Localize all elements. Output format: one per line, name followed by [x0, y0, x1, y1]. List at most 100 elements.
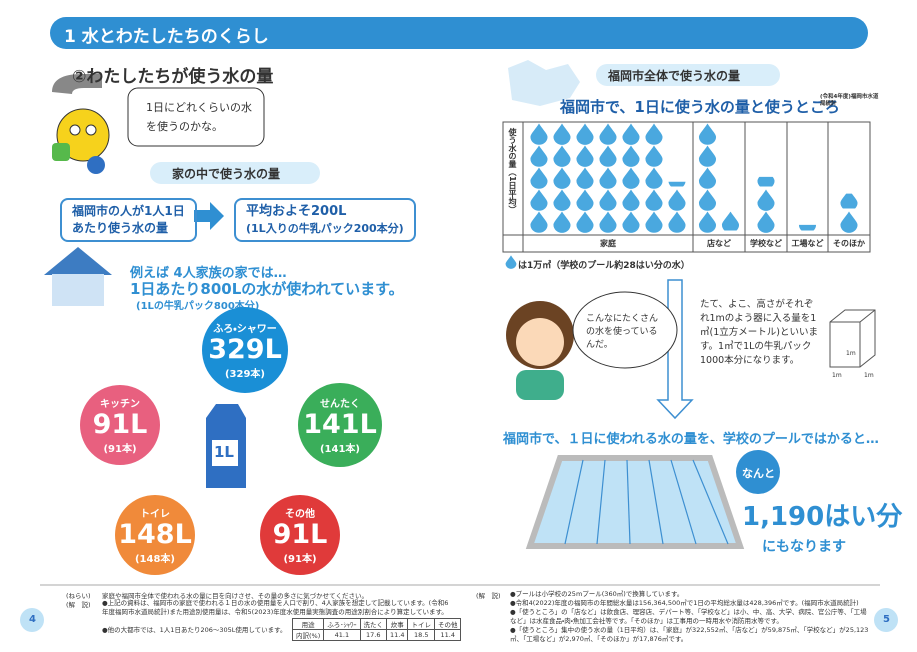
water-drop [645, 167, 663, 189]
table-cell: 11.4 [433, 629, 462, 641]
mascot-badge [87, 156, 105, 174]
header-bar [50, 17, 868, 49]
header-title: 1 水とわたしたちのくらし [64, 27, 269, 47]
water-drop [599, 167, 617, 189]
legend: は1万㎥（学校のプール約28はい分の水） [518, 261, 690, 271]
water-drop [576, 145, 594, 167]
wow-badge [736, 450, 780, 494]
water-drop [553, 123, 571, 145]
y-label: 使う水の量（1日平均） [508, 128, 517, 214]
use-amount: 329L [208, 334, 282, 365]
use-name: ふろ・シャワー [213, 324, 277, 335]
pool [525, 455, 745, 549]
cube-label: 1m [864, 372, 874, 379]
use-name: せんたく [320, 399, 360, 410]
use-name: キッチン [100, 399, 140, 410]
note-label: (ねらい) [66, 592, 91, 600]
water-drop [698, 123, 717, 145]
use-amount: 91L [92, 409, 148, 440]
note-text: 家庭や福岡市全体で使われる水の量に目を向けさせ、その量の多さに気づかせてください… [102, 592, 368, 600]
use-cartons: (141本) [319, 444, 360, 455]
table-cell: 11.4 [385, 629, 409, 641]
girl-body [516, 370, 564, 400]
chart-heading: 福岡市全体で使う水の量 [608, 69, 741, 83]
pool-heading: 福岡市で、１日に使われる水の量を、学校のプールではかると… [503, 432, 879, 447]
water-drop [576, 167, 594, 189]
cube-text: たて、よこ、高さがそれぞれ1mのよう器に入る量を1㎥(1立方メートル)といいます… [700, 299, 818, 366]
category-label: 工場など [791, 239, 824, 248]
eye [69, 124, 81, 136]
water-drop [622, 123, 640, 145]
use-amount: 148L [118, 519, 192, 550]
category-label: 家庭 [600, 239, 616, 248]
note-text: ●「使うところ」の「店など」は飲食店、理容店、デパート等、「学校など」は小、中、… [510, 608, 867, 625]
use-cartons: (329本) [224, 369, 265, 380]
use-amount: 91L [272, 519, 328, 550]
table-row: 内訳(%) 41.1 17.6 11.4 18.5 11.4 [291, 629, 462, 641]
table-cell: 内訳(%) [291, 629, 325, 641]
water-drop [668, 189, 686, 211]
person-box: 福岡市の人が1人1日 あたり使う水の量 [60, 198, 197, 242]
note-label: (解 説) [66, 601, 91, 609]
page-title: ②わたしたちが使う水の量 [72, 67, 274, 87]
water-drop [757, 176, 775, 187]
note-label: (解 説) [476, 592, 501, 600]
water-drop [576, 123, 594, 145]
legend-drop [505, 255, 517, 269]
girl-bubble-text: こんなにたくさんの水を使っているんだ。 [586, 314, 659, 350]
water-drop [530, 189, 548, 211]
use-cartons: (91本) [283, 554, 317, 565]
section-title: 家の中で使う水の量 [172, 167, 281, 181]
table-cell: 18.5 [407, 629, 435, 641]
usage-table: 用途 ふろ･ｼｬﾜｰ 洗たく 炊事 トイレ その他 内訳(%) 41.1 17.6 11.4 18.… [291, 618, 462, 641]
water-drop [530, 145, 548, 167]
water-drop [622, 189, 640, 211]
faucet [52, 74, 102, 94]
water-drop [553, 145, 571, 167]
result-end: にもなります [762, 539, 846, 555]
table-cell: 洗たく [359, 618, 387, 630]
note-text: ●上記の資料は、福岡市の家庭で使われる１日の水の使用量を人口で割り、4人家族を想… [102, 599, 449, 616]
use-cartons: (148本) [134, 554, 175, 565]
water-drop [553, 189, 571, 211]
page-number: 4 [29, 614, 36, 625]
water-drop [530, 167, 548, 189]
family-text: (1Lの牛乳パック800本分) [136, 301, 260, 312]
water-drop [698, 167, 717, 189]
water-drop [757, 189, 775, 211]
box-line: 福岡市の人が1人1日 [72, 204, 185, 218]
water-drop [840, 193, 858, 209]
house [52, 274, 104, 306]
use-circle: その他 91L (91本) [260, 495, 340, 575]
heading-pill [596, 64, 780, 86]
water-drop [599, 123, 617, 145]
water-drop [668, 181, 686, 187]
table-cell: 17.6 [359, 629, 387, 641]
table-row: 用途 ふろ･ｼｬﾜｰ 洗たく 炊事 トイレ その他 [291, 618, 462, 630]
table-cell: トイレ [407, 618, 435, 630]
category-label: 店など [707, 239, 731, 248]
result: 1,190はい分 [742, 502, 903, 532]
box-line: あたり使う水の量 [72, 221, 169, 235]
note-text: ●他の大都市では、1人1日あたり206～305L使用しています。 [102, 626, 287, 634]
arrow [194, 202, 224, 230]
pictograph [505, 122, 858, 269]
use-name: トイレ [140, 509, 170, 520]
water-drop [576, 189, 594, 211]
water-drop [553, 211, 571, 233]
water-drop [576, 211, 594, 233]
water-drop [599, 189, 617, 211]
page-badge [20, 608, 44, 632]
water-drop [599, 211, 617, 233]
water-drop [698, 189, 717, 211]
note-text: ●「使うところ」集中の使う水の量（1日平均）は、「家庭」が322,552㎥、「店… [510, 626, 869, 643]
page-badge [874, 608, 898, 632]
section-pill [150, 162, 320, 184]
chart-source: (令和4年度)福岡市水道局統計 [820, 94, 879, 107]
water-drop [798, 224, 817, 231]
water-drop [645, 189, 663, 211]
water-drop [840, 211, 858, 233]
use-name: その他 [285, 509, 315, 520]
